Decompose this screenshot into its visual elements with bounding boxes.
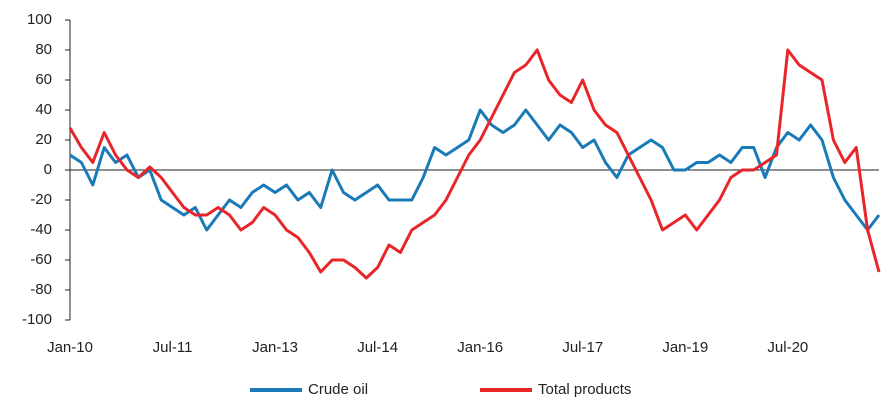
y-tick-label: 60: [35, 71, 52, 88]
x-tick-label: Jul-14: [357, 339, 398, 356]
x-tick-label: Jan-13: [252, 339, 298, 356]
y-tick-label: -60: [30, 251, 52, 268]
x-tick-label: Jan-19: [662, 339, 708, 356]
x-tick-label: Jul-17: [562, 339, 603, 356]
y-tick-label: 0: [44, 161, 52, 178]
line-series: [68, 48, 881, 280]
y-tick-label: 100: [27, 11, 52, 28]
legend-label: Crude oil: [308, 381, 368, 398]
y-tick-label: -100: [22, 311, 52, 328]
x-tick-label: Jul-11: [153, 339, 193, 356]
x-tick-label: Jan-16: [457, 339, 503, 356]
y-tick-label: 40: [35, 101, 52, 118]
y-tick-label: 80: [35, 41, 52, 58]
y-tick-label: 20: [35, 131, 52, 148]
x-tick-label: Jul-20: [767, 339, 808, 356]
legend-label: Total products: [538, 381, 631, 398]
x-tick-label: Jan-10: [47, 339, 93, 356]
line-series: [69, 108, 881, 232]
y-tick-label: -40: [30, 221, 52, 238]
y-tick-label: -80: [30, 281, 52, 298]
y-tick-label: -20: [30, 191, 52, 208]
